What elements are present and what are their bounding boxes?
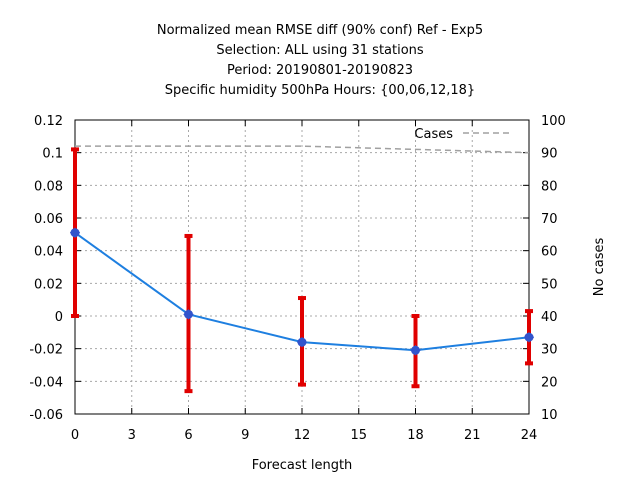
- y-tick-label: -0.02: [29, 343, 63, 358]
- y2-tick-label: 90: [541, 147, 558, 162]
- y-tick-label: 0: [55, 310, 63, 325]
- title-line: Selection: ALL using 31 stations: [216, 43, 424, 58]
- cases-line: [75, 145, 530, 154]
- x-tick-label: 24: [521, 428, 538, 443]
- x-tick-label: 21: [464, 428, 481, 443]
- y2-tick-label: 30: [541, 343, 558, 358]
- x-tick-label: 6: [184, 428, 192, 443]
- y-axis-tick-labels: -0.06 -0.04 -0.02 0 0.02 0.04 0.06 0.08 0.1 0.12: [29, 114, 63, 423]
- title-line: Period: 20190801-20190823: [227, 63, 413, 78]
- title-line: Specific humidity 500hPa Hours: {00,06,1…: [165, 83, 475, 98]
- axis-ticks: [74, 119, 530, 415]
- y2-axis-label: No cases: [592, 238, 607, 297]
- x-axis-tick-labels: 0 3 6 9 12 15 18 21 24: [71, 428, 537, 443]
- y2-tick-label: 100: [541, 114, 566, 129]
- title-line: Normalized mean RMSE diff (90% conf) Ref…: [157, 23, 483, 38]
- cases-series: [75, 145, 530, 154]
- x-tick-label: 3: [128, 428, 136, 443]
- y-tick-label: 0.12: [34, 114, 63, 129]
- y2-tick-label: 20: [541, 375, 558, 390]
- x-tick-label: 0: [71, 428, 79, 443]
- y-tick-label: -0.04: [29, 375, 63, 390]
- x-tick-label: 18: [407, 428, 424, 443]
- x-tick-label: 12: [294, 428, 311, 443]
- y2-tick-label: 50: [541, 277, 558, 292]
- x-tick-label: 15: [350, 428, 367, 443]
- y2-tick-label: 70: [541, 212, 558, 227]
- y2-tick-label: 60: [541, 245, 558, 260]
- y2-tick-label: 80: [541, 179, 558, 194]
- y2-tick-label: 10: [541, 408, 558, 423]
- y-tick-label: 0.02: [34, 277, 63, 292]
- y-tick-label: -0.06: [29, 408, 63, 423]
- y2-tick-label: 40: [541, 310, 558, 325]
- y2-axis-tick-labels: 10 20 30 40 50 60 70 80 90 100: [541, 114, 566, 423]
- legend-label-cases: Cases: [414, 127, 453, 142]
- legend: Cases: [414, 127, 512, 142]
- y-tick-label: 0.08: [34, 179, 63, 194]
- chart-title: Normalized mean RMSE diff (90% conf) Ref…: [157, 23, 483, 98]
- x-tick-label: 9: [241, 428, 249, 443]
- y-tick-label: 0.06: [34, 212, 63, 227]
- rmse-diff-series: [70, 227, 534, 356]
- y-tick-label: 0.04: [34, 245, 63, 260]
- y-tick-label: 0.1: [42, 147, 63, 162]
- x-axis-label: Forecast length: [252, 458, 353, 473]
